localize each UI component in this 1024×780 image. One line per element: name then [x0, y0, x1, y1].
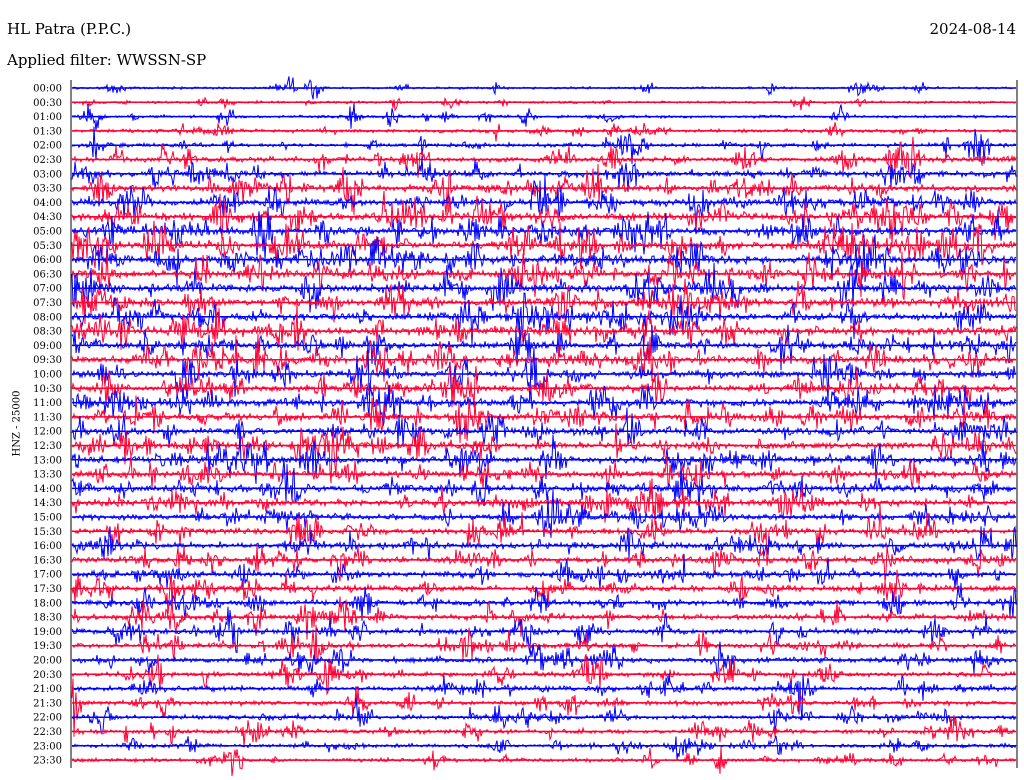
seismic-trace-2000 [71, 641, 1017, 678]
seismic-trace-0130 [71, 122, 1017, 142]
time-tick-label: 02:00 [33, 141, 62, 152]
time-tick-label: 04:30 [33, 212, 62, 223]
seismic-trace-0330 [71, 164, 1017, 216]
seismic-trace-0430 [71, 190, 1017, 245]
time-tick-label: 20:30 [33, 670, 62, 681]
time-tick-label: 05:30 [33, 241, 62, 252]
time-tick-label: 15:30 [33, 527, 62, 538]
seismic-trace-1100 [71, 382, 1017, 427]
time-tick-label: 07:00 [33, 284, 62, 295]
time-tick-label: 21:30 [33, 698, 62, 709]
time-tick-label: 19:30 [33, 641, 62, 652]
time-tick-label: 18:30 [33, 613, 62, 624]
time-tick-label: 00:30 [33, 98, 62, 109]
time-tick-label: 00:00 [33, 84, 62, 95]
time-tick-label: 08:00 [33, 312, 62, 323]
time-tick-label: 23:00 [33, 741, 62, 752]
filter-label: Applied filter: WWSSN-SP [7, 51, 207, 69]
time-tick-label: 20:00 [33, 656, 62, 667]
seismic-trace-1130 [71, 395, 1017, 444]
time-tick-label: 09:30 [33, 355, 62, 366]
seismic-trace-2100 [71, 673, 1017, 720]
time-tick-label: 09:00 [33, 341, 62, 352]
station-title: HL Patra (P.P.C.) [7, 20, 132, 38]
time-tick-label: 17:30 [33, 584, 62, 595]
time-tick-label: 10:30 [33, 384, 62, 395]
time-tick-label: 13:00 [33, 455, 62, 466]
seismic-trace-2200 [71, 697, 1017, 734]
time-tick-label: 21:00 [33, 684, 62, 695]
time-tick-label: 22:00 [33, 713, 62, 724]
time-tick-label: 01:30 [33, 126, 62, 137]
time-tick-label: 11:30 [33, 412, 62, 423]
time-tick-label: 03:30 [33, 184, 62, 195]
time-tick-label: 12:00 [33, 427, 62, 438]
seismic-trace-0400 [71, 173, 1017, 223]
time-tick-label: 16:00 [33, 541, 62, 552]
time-tick-label: 08:30 [33, 327, 62, 338]
time-tick-label: 23:30 [33, 756, 62, 767]
time-tick-label: 18:00 [33, 598, 62, 609]
time-tick-label: 04:00 [33, 198, 62, 209]
seismic-trace-1300 [71, 434, 1017, 484]
time-tick-label: 11:00 [33, 398, 62, 409]
record-date: 2024-08-14 [929, 20, 1016, 38]
time-tick-label: 19:00 [33, 627, 62, 638]
time-tick-label: 03:00 [33, 169, 62, 180]
seismic-trace-2330 [71, 746, 1017, 777]
seismic-trace-0600 [71, 234, 1017, 287]
time-tick-label: 14:30 [33, 498, 62, 509]
time-tick-label: 05:00 [33, 227, 62, 238]
seismic-trace-0730 [71, 278, 1017, 324]
time-tick-label: 17:00 [33, 570, 62, 581]
time-tick-label: 07:30 [33, 298, 62, 309]
seismic-trace-1630 [71, 544, 1017, 583]
seismic-trace-2130 [71, 678, 1017, 737]
seismic-trace-1700 [71, 553, 1017, 591]
time-tick-label: 15:00 [33, 513, 62, 524]
seismic-trace-0830 [71, 303, 1017, 352]
time-tick-label: 12:30 [33, 441, 62, 452]
time-tick-label: 13:30 [33, 470, 62, 481]
seismic-trace-0500 [71, 206, 1017, 261]
time-tick-label: 16:30 [33, 555, 62, 566]
time-tick-label: 02:30 [33, 155, 62, 166]
seismic-trace-2300 [72, 735, 1017, 761]
time-tick-label: 14:00 [33, 484, 62, 495]
time-tick-label: 22:30 [33, 727, 62, 738]
time-tick-label: 06:30 [33, 269, 62, 280]
time-tick-label: 10:00 [33, 370, 62, 381]
time-tick-label: 06:00 [33, 255, 62, 266]
seismic-trace-0700 [71, 262, 1017, 313]
seismic-trace-1430 [71, 478, 1017, 525]
time-tick-label: 01:00 [33, 112, 62, 123]
seismic-trace-0900 [71, 324, 1017, 371]
seismic-trace-0030 [71, 96, 1017, 112]
seismic-trace-1730 [71, 569, 1017, 615]
